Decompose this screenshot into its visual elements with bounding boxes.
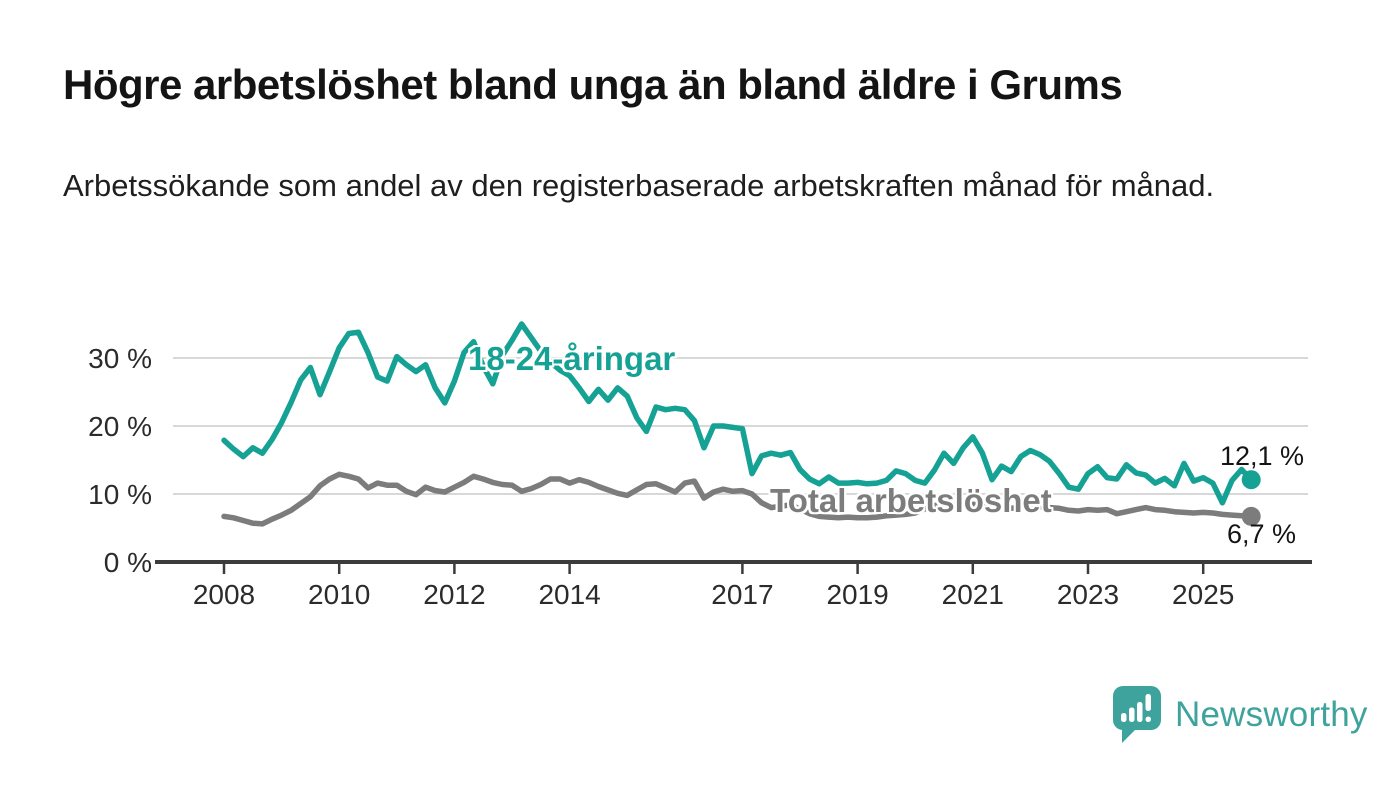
x-tick-label: 2010 [308, 579, 370, 610]
x-tick-label: 2025 [1172, 579, 1234, 610]
chart-subtitle: Arbetssökande som andel av den registerb… [63, 168, 1215, 203]
x-tick-label: 2017 [711, 579, 773, 610]
page-title: Högre arbetslöshet bland unga än bland ä… [63, 61, 1123, 108]
bar-small [1121, 713, 1127, 722]
series-line [221, 471, 1254, 527]
series-label-young: 18-24-åringar [468, 340, 676, 377]
x-tick-label: 2008 [193, 579, 255, 610]
x-tick-label: 2019 [826, 579, 888, 610]
y-tick-label: 10 % [88, 479, 152, 510]
x-tick-label: 2023 [1057, 579, 1119, 610]
x-tick-label: 2012 [423, 579, 485, 610]
y-tick-label: 0 % [104, 547, 152, 578]
bar-medium [1129, 707, 1135, 722]
x-tick-label: 2014 [538, 579, 600, 610]
y-tick-label: 20 % [88, 411, 152, 442]
series-line [221, 321, 1254, 506]
series-end-dot [1241, 470, 1261, 490]
bar-large [1137, 702, 1143, 722]
exclamation-bar [1145, 694, 1151, 711]
newsworthy-logo: Newsworthy [1112, 686, 1368, 744]
end-value-young: 12,1 % [1220, 441, 1305, 471]
end-value-total: 6,7 % [1227, 519, 1297, 549]
newsworthy-wordmark: Newsworthy [1175, 695, 1368, 734]
y-tick-label: 30 % [88, 343, 152, 374]
exclamation-dot [1145, 716, 1151, 722]
newsworthy-icon [1113, 686, 1161, 743]
series-label-total: Total arbetslöshet [770, 482, 1052, 519]
x-tick-label: 2021 [942, 579, 1004, 610]
series-end-dot [1241, 506, 1261, 526]
